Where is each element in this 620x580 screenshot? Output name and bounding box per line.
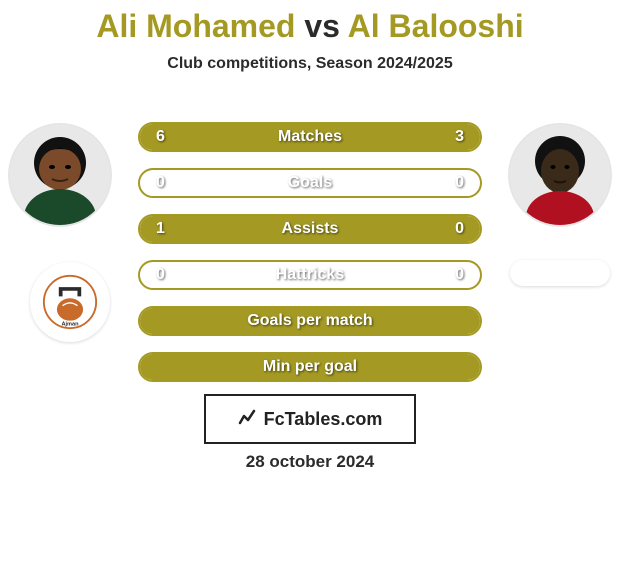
stat-bar-goals-per-match: Goals per match [138,306,482,336]
title-player1: Ali Mohamed [96,8,295,44]
bar-value-left: 6 [156,128,165,146]
brand-text: FcTables.com [264,409,383,430]
stat-bar-min-per-goal: Min per goal [138,352,482,382]
bar-value-right: 0 [455,220,464,238]
bar-label: Min per goal [263,358,357,376]
player2-avatar-icon [510,125,610,225]
brand-box: FcTables.com [204,394,416,444]
svg-text:Ajman: Ajman [61,321,79,327]
player1-club-crest: Ajman [30,262,110,342]
bar-value-right: 3 [455,128,464,146]
player1-avatar [10,125,110,225]
bar-value-left: 1 [156,220,165,238]
bar-value-right: 0 [455,266,464,284]
player1-avatar-icon [10,125,110,225]
brand-logo-icon [238,407,258,432]
bar-label: Hattricks [276,266,344,284]
stat-bars: 6 3 Matches 0 0 Goals 1 0 Assists 0 0 Hattricks Goal… [138,122,482,398]
player2-club-crest [510,260,610,286]
title-player2: Al Balooshi [348,8,524,44]
bar-label: Matches [278,128,342,146]
bar-label: Goals per match [247,312,372,330]
page-title: Ali Mohamed vs Al Balooshi [0,0,620,45]
bar-value-left: 0 [156,174,165,192]
club1-crest-icon: Ajman [42,274,98,330]
stat-bar-matches: 6 3 Matches [138,122,482,152]
subtitle: Club competitions, Season 2024/2025 [0,55,620,73]
stat-bar-hattricks: 0 0 Hattricks [138,260,482,290]
bar-value-left: 0 [156,266,165,284]
stat-bar-assists: 1 0 Assists [138,214,482,244]
bar-value-right: 0 [455,174,464,192]
title-vs: vs [304,8,340,44]
comparison-card: Ali Mohamed vs Al Balooshi Club competit… [0,0,620,580]
bar-label: Assists [282,220,339,238]
player2-avatar [510,125,610,225]
date-label: 28 october 2024 [0,452,620,472]
bar-label: Goals [288,174,332,192]
stat-bar-goals: 0 0 Goals [138,168,482,198]
